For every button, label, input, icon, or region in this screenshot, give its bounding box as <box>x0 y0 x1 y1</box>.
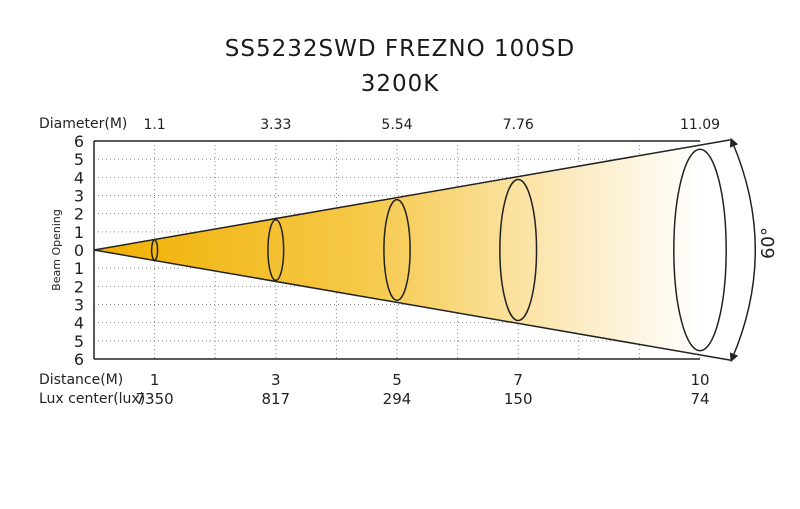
diameter-value: 1.1 <box>143 117 165 133</box>
y-tick-label: 0 <box>74 241 84 260</box>
diameter-value: 5.54 <box>381 117 412 133</box>
lux-value: 7350 <box>136 390 174 408</box>
diameter-value: 7.76 <box>503 117 534 133</box>
beam-cone <box>94 139 731 361</box>
y-tick-label: 5 <box>74 150 84 169</box>
y-tick-label: 1 <box>74 259 84 278</box>
y-tick-label: 4 <box>74 168 84 187</box>
y-tick-label: 1 <box>74 223 84 242</box>
y-axis-label: Beam Opening <box>50 209 63 291</box>
y-tick-label: 4 <box>74 314 84 333</box>
y-tick-label: 3 <box>74 187 84 206</box>
y-tick-label: 5 <box>74 332 84 351</box>
y-tick-label: 3 <box>74 296 84 315</box>
distance-row-label: Distance(M) <box>39 372 123 388</box>
distance-value: 10 <box>690 371 709 389</box>
y-tick-label: 2 <box>74 205 84 224</box>
distance-value: 1 <box>150 371 160 389</box>
diameter-value: 3.33 <box>260 117 291 133</box>
beam-angle-label: 60° <box>758 227 779 259</box>
chart-title: SS5232SWD FREZNO 100SD <box>224 36 576 62</box>
lux-value: 150 <box>504 390 533 408</box>
y-tick-label: 6 <box>74 350 84 369</box>
diameter-value: 11.09 <box>680 117 720 133</box>
beam-angle-arc <box>729 137 757 363</box>
beam-cross-section <box>673 148 727 352</box>
y-tick-label: 6 <box>74 132 84 151</box>
distance-value: 5 <box>392 371 402 389</box>
beam-cross-section <box>267 219 285 281</box>
lux-value: 817 <box>261 390 290 408</box>
diameter-row-label: Diameter(M) <box>39 116 127 132</box>
beam-cross-section <box>150 239 159 261</box>
beam-edge-bottom <box>93 249 731 361</box>
beam-cross-section <box>383 198 411 302</box>
distance-value: 7 <box>513 371 523 389</box>
chart-subtitle: 3200K <box>360 71 440 97</box>
beam-edge-top <box>93 139 731 251</box>
y-tick-label: 2 <box>74 277 84 296</box>
lux-value: 294 <box>383 390 412 408</box>
lux-value: 74 <box>690 390 709 408</box>
distance-value: 3 <box>271 371 281 389</box>
lux-row-label: Lux center(lux) <box>39 391 145 407</box>
beam-cross-section <box>499 178 538 322</box>
